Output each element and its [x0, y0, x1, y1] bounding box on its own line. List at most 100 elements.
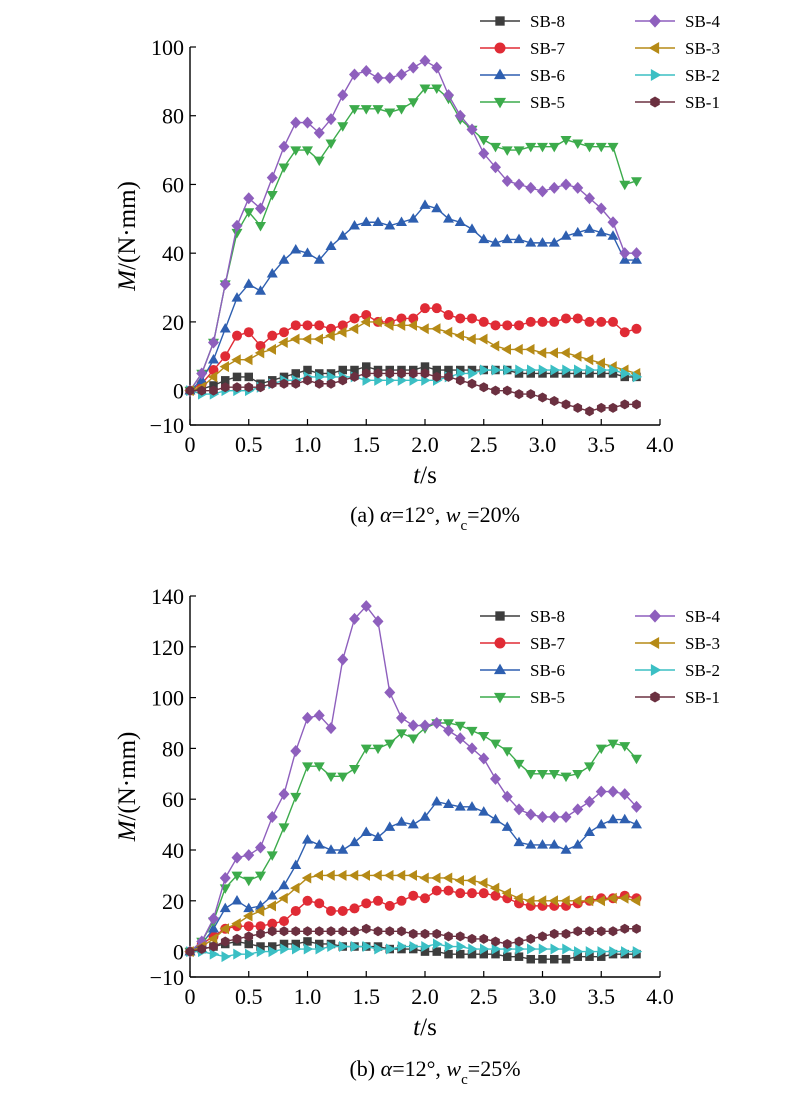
- chart-b-series-sb-1-point: [291, 926, 301, 937]
- chart-b-series-sb-6-point: [584, 826, 595, 836]
- chart-a-series-sb-5-point: [490, 142, 501, 153]
- chart-b-series-sb-7-point: [443, 885, 454, 896]
- chart-b-series-sb-2-point: [268, 946, 278, 958]
- chart-a-series-sb-8-point: [303, 365, 312, 375]
- chart-b-series-sb-3-point: [266, 900, 276, 912]
- chart-b-series-sb-8-point: [279, 939, 289, 949]
- chart-b-series-sb-5-point: [501, 747, 513, 757]
- chart-b-series-sb-4-point: [478, 752, 490, 765]
- chart-b-y-tick-label: 140: [151, 584, 184, 609]
- chart-b-series-sb-2-point: [374, 943, 384, 955]
- chart-b-series-sb-4-point: [537, 810, 548, 823]
- chart-b-series-sb-5-point: [266, 851, 278, 861]
- chart-a-y-tick-label: 20: [162, 310, 184, 335]
- chart-b-series-sb-2-point: [256, 946, 267, 958]
- chart-a-series-sb-7-point: [608, 316, 618, 327]
- chart-a-series-sb-8-point: [538, 369, 547, 378]
- chart-b-series-sb-5-point: [349, 764, 360, 775]
- chart-a-series-sb-6-point: [501, 233, 513, 244]
- chart-a-series-sb-1-point: [408, 368, 418, 379]
- chart-a-series-sb-8-point: [467, 365, 477, 375]
- chart-b-series-sb-6-point: [372, 831, 384, 842]
- chart-b-series-sb-5: [184, 719, 642, 958]
- chart-b-series-sb-1-point: [538, 931, 547, 942]
- chart-b-series-sb-7: [185, 885, 642, 957]
- chart-a-series-sb-1-point: [385, 368, 395, 379]
- chart-a-x-tick-label: 2.0: [411, 432, 439, 457]
- chart-b-series-sb-5-point: [595, 744, 607, 755]
- chart-b-series-sb-2-point: [421, 941, 431, 953]
- chart-b-series-sb-4-point: [219, 871, 231, 884]
- chart-b-series-sb-8-point: [420, 947, 430, 956]
- chart-b-series-sb-8-point: [444, 949, 453, 959]
- chart-b-series-sb-1-point: [244, 931, 254, 942]
- chart-b-series-sb-2-point: [574, 946, 584, 958]
- chart-a-series-sb-1-point: [244, 382, 254, 393]
- chart-b-series-sb-7-point: [337, 905, 348, 916]
- chart-a-series-sb-4-point: [431, 61, 443, 74]
- chart-b-series-sb-4-point: [313, 709, 325, 722]
- chart-a-series-sb-1-point: [291, 378, 301, 389]
- chart-b-series-sb-2-point: [233, 948, 243, 960]
- chart-b-series-sb-6-point: [396, 816, 407, 826]
- chart-b-series-sb-1-point: [502, 938, 512, 949]
- chart-b-series-sb-1-point: [632, 923, 641, 934]
- chart-a-x-tick-label: 1.5: [353, 432, 381, 457]
- chart-b-x-tick-label: 3.0: [529, 984, 557, 1009]
- chart-a-series-sb-1-point: [502, 385, 512, 396]
- chart-b-series-sb-2-point: [209, 948, 220, 960]
- chart-b-series-sb-3-point: [442, 872, 453, 884]
- chart-a-series-sb-4-point: [266, 171, 278, 184]
- chart-a-series-sb-8-point: [597, 369, 606, 378]
- chart-a-x-tick-label: 0: [185, 432, 196, 457]
- chart-b-series-sb-3-line: [189, 874, 637, 953]
- chart-b-series-sb-3-point: [301, 872, 312, 884]
- chart-a-series-sb-4-point: [219, 278, 231, 291]
- chart-a-series-sb-1-point: [326, 378, 336, 389]
- chart-a-legend-item-sb-1: SB-1: [635, 93, 720, 112]
- chart-a-series-sb-1-point: [561, 399, 571, 410]
- chart-a-series-sb-4-point: [619, 247, 631, 260]
- chart-b-series-sb-1-point: [361, 923, 371, 934]
- chart-b-series-sb-6-point: [219, 902, 231, 913]
- chart-b-series-sb-6-point: [407, 818, 419, 829]
- chart-a-series-sb-5-point: [243, 208, 255, 218]
- legend-swatch-marker: [648, 609, 662, 623]
- chart-a-series-sb-1-point: [420, 368, 430, 379]
- chart-a-series-sb-6-point: [231, 292, 243, 302]
- chart-b-series-sb-7-point: [373, 895, 383, 906]
- chart-a-series-sb-5-point: [337, 122, 349, 132]
- chart-b-series-sb-4-point: [231, 851, 243, 864]
- chart-b-series-sb-3-point: [548, 895, 558, 907]
- chart-b-series-sb-6-point: [572, 839, 584, 849]
- chart-b-series-sb-2-point: [515, 943, 525, 955]
- chart-a-series-sb-1-point: [596, 402, 606, 413]
- chart-b-x-tick-label: 2.0: [411, 984, 439, 1009]
- chart-b-series-sb-3-point: [454, 874, 464, 886]
- chart-b-series-sb-4-point: [419, 719, 431, 732]
- chart-a-legend-item-sb-7: SB-7: [480, 39, 565, 58]
- legend-label: SB-6: [530, 66, 565, 85]
- chart-b-series-sb-4-point: [396, 711, 407, 724]
- chart-b-series-sb-5-point: [325, 772, 337, 783]
- chart-a-series-sb-7-point: [502, 320, 513, 331]
- chart-b-series-sb-6-point: [537, 839, 548, 849]
- chart-b-series-sb-4-point: [266, 810, 278, 823]
- chart-b-series-sb-2-point: [480, 943, 490, 955]
- chart-a-series-sb-1-point: [632, 399, 641, 410]
- chart-a-series-sb-3-point: [548, 347, 558, 359]
- chart-a-series-sb-8-point: [279, 372, 289, 382]
- chart-a-series-sb-3-point: [454, 330, 464, 342]
- chart-b-series-sb-7-point: [408, 890, 419, 901]
- chart-b-series-sb-6-point: [278, 879, 290, 890]
- chart-a-series-sb-6-point: [313, 254, 325, 264]
- chart-b-series-sb-3-point: [536, 895, 547, 907]
- chart-b-series-sb-2-point: [397, 941, 408, 953]
- chart-b-legend-item-sb-8: SB-8: [480, 607, 565, 626]
- chart-panel-b: 0 0.5 1.0 1.5 2.0 2.5 3.0 3.5 4.0 −10 0 20 40 60 80 100…: [0, 548, 800, 1095]
- chart-b-series-sb-6-point: [431, 795, 443, 806]
- legend-label: SB-6: [530, 661, 565, 680]
- chart-b-series-sb-4-point: [337, 653, 349, 666]
- chart-a-series-sb-4-point: [372, 71, 384, 84]
- chart-a-series-sb-3-point: [513, 343, 523, 355]
